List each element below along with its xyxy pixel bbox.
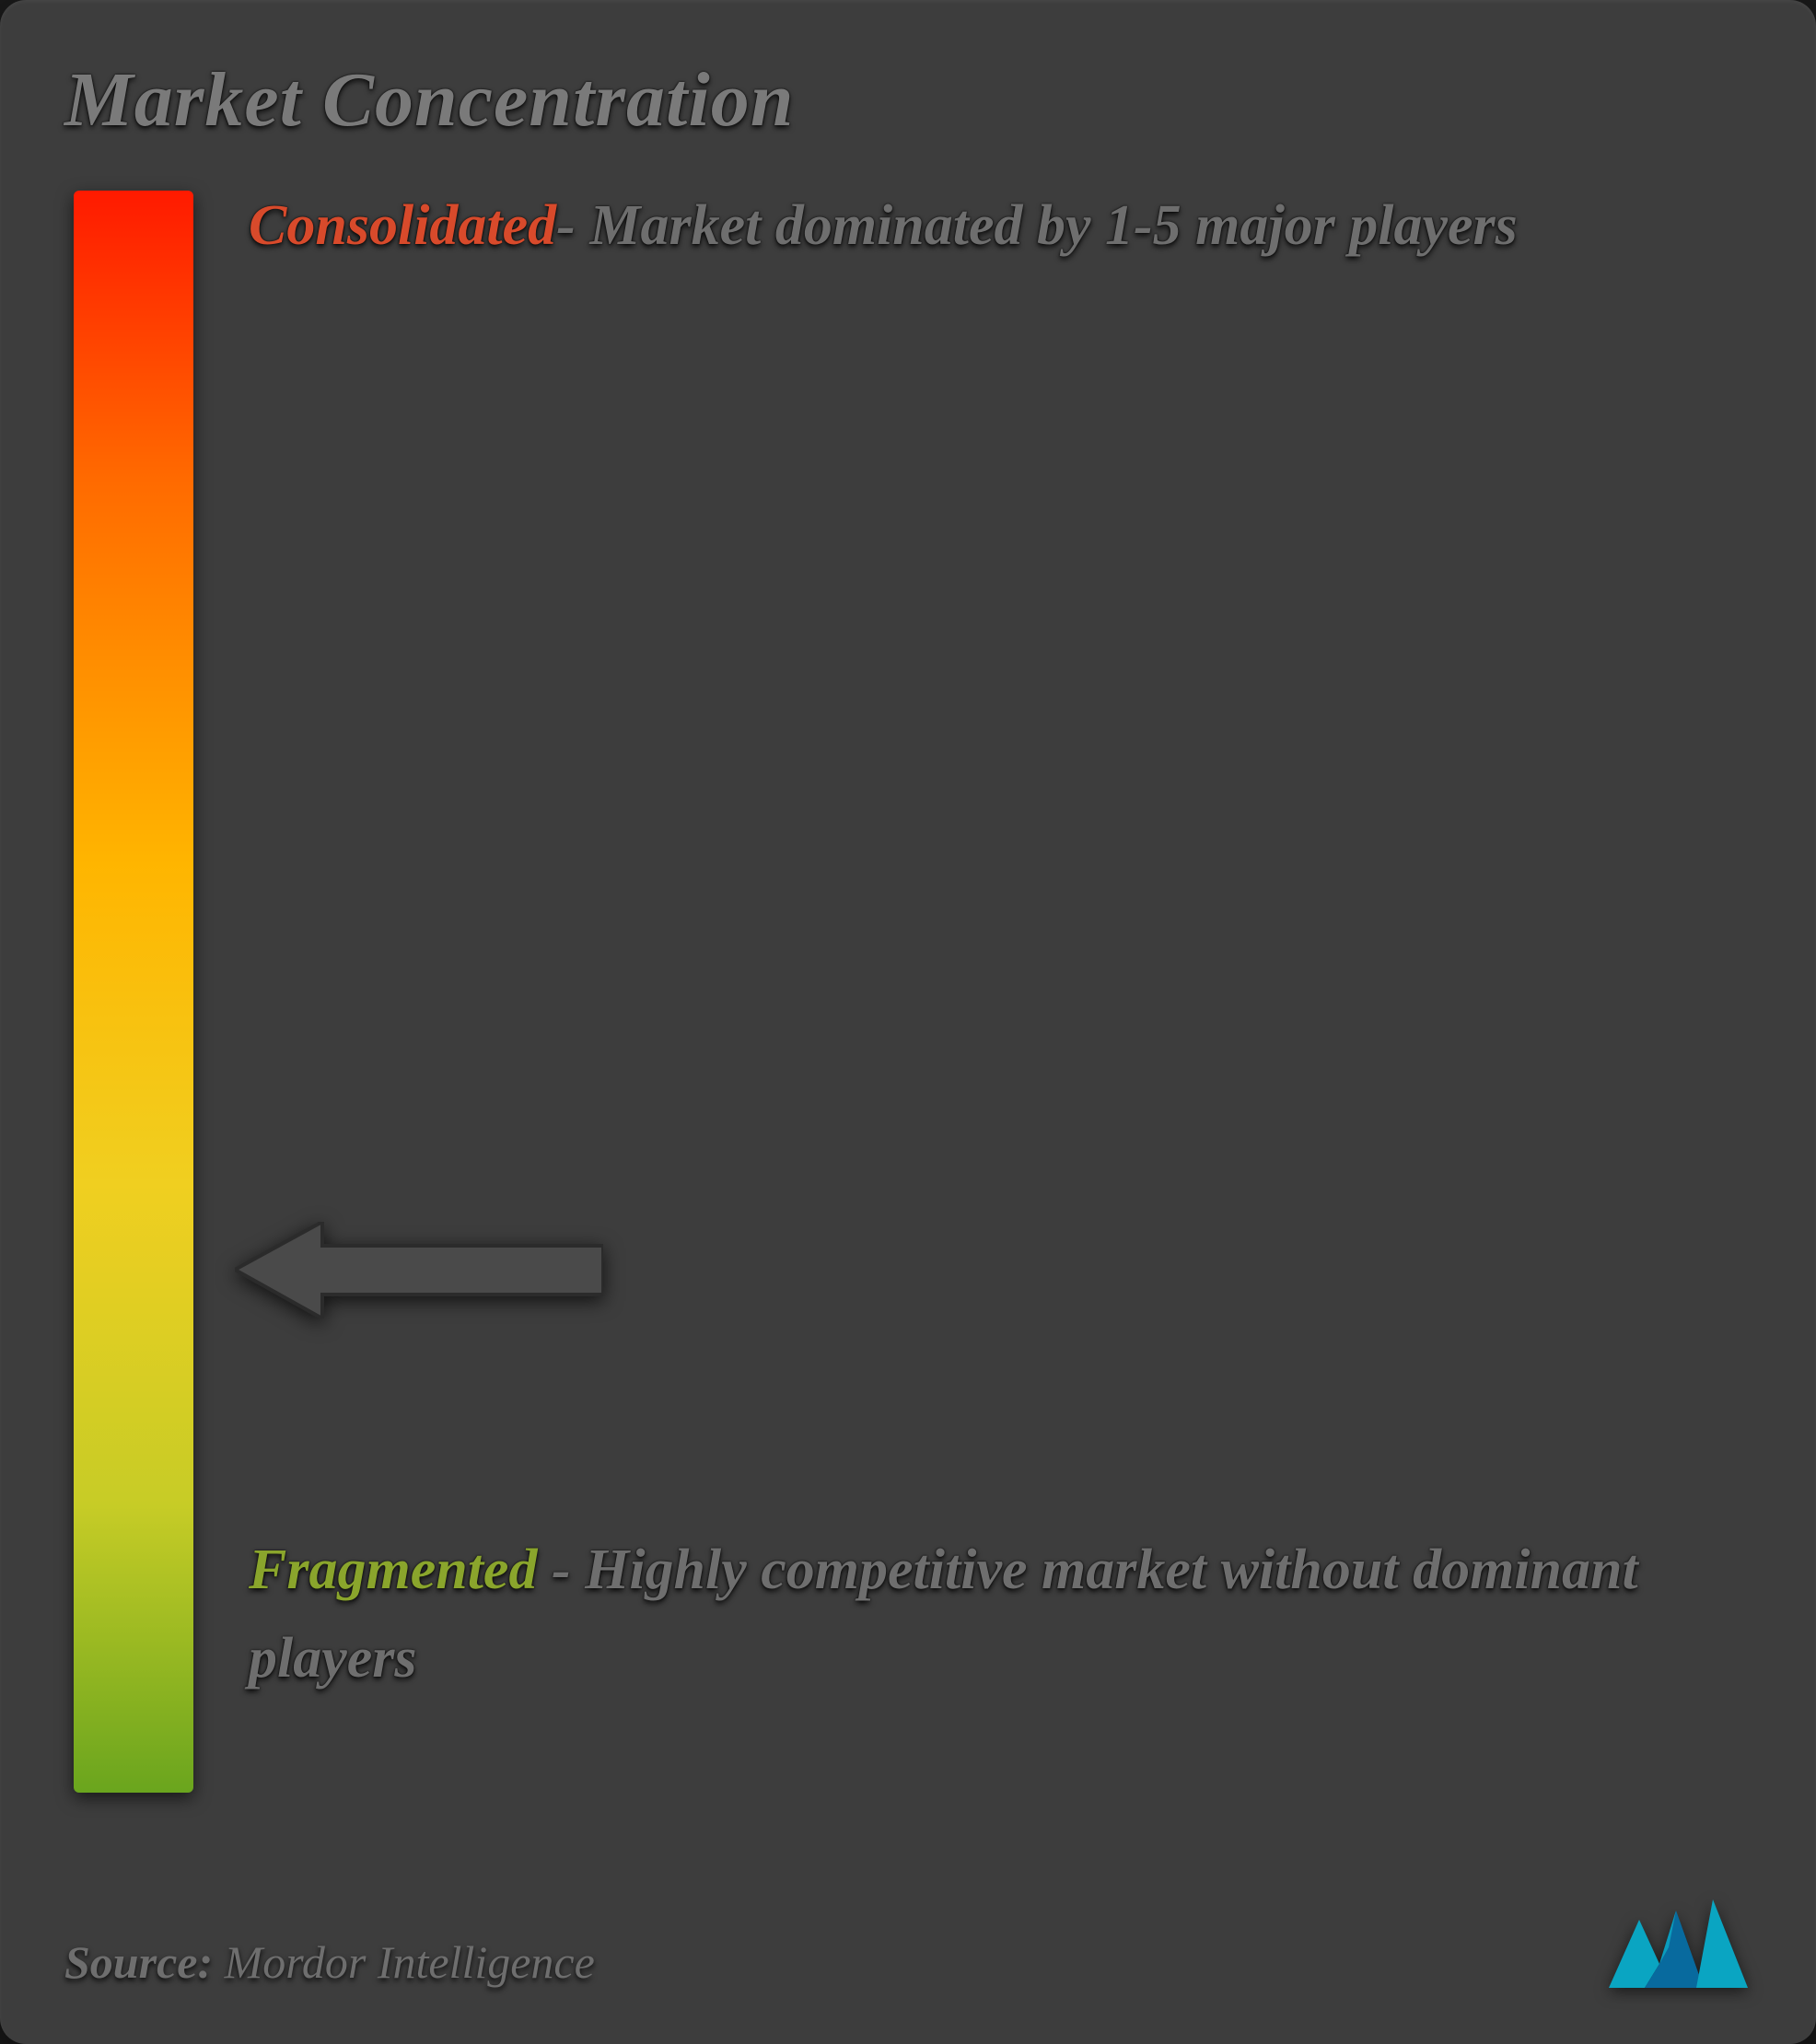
consolidated-description: - Market dominated by 1-5 major players <box>556 194 1518 257</box>
fragmented-keyword: Fragmented <box>249 1539 537 1601</box>
indicator-arrow-icon <box>235 1222 603 1318</box>
fragmented-label: Fragmented - Highly competitive market w… <box>249 1526 1733 1702</box>
chart-area: Consolidated- Market dominated by 1-5 ma… <box>74 191 1752 1811</box>
consolidated-keyword: Consolidated <box>249 194 556 257</box>
consolidated-label: Consolidated- Market dominated by 1-5 ma… <box>249 181 1733 270</box>
mordor-logo-icon <box>1604 1892 1752 1993</box>
card-title: Market Concentration <box>64 55 1752 145</box>
concentration-gradient-bar <box>74 191 193 1793</box>
source-value: Mordor Intelligence <box>213 1936 595 1988</box>
source-label: Source: <box>64 1936 213 1988</box>
source-footer: Source: Mordor Intelligence <box>64 1935 595 1989</box>
market-concentration-card: Market Concentration Consolidated- Marke… <box>0 0 1816 2044</box>
